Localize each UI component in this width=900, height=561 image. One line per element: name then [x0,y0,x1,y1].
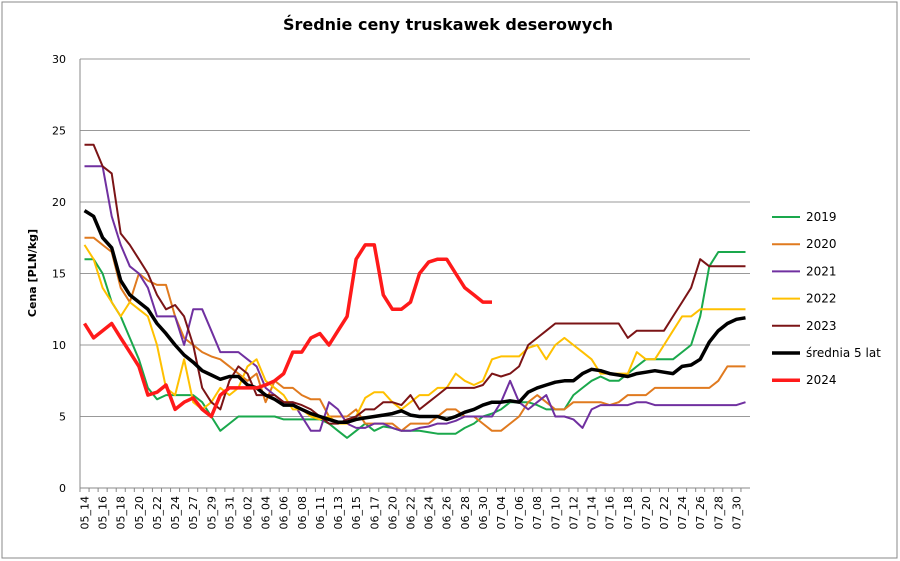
x-tick-label: 05_24 [169,496,182,530]
x-tick-label: 05_20 [133,496,146,530]
x-tick-label: 07_10 [549,496,562,530]
x-tick-label: 07_18 [622,496,635,530]
x-tick-label: 05_27 [187,496,200,530]
y-tick-label: 30 [52,53,66,66]
x-tick-label: 07_28 [712,496,725,530]
x-tick-label: 07_16 [604,496,617,530]
series-line [84,165,746,432]
y-tick-label: 20 [52,196,66,209]
x-tick-label: 06_28 [459,496,472,530]
x-tick-label: 05_29 [205,496,218,530]
x-tick-label: 06_08 [296,496,309,530]
x-tick-label: 06_06 [278,496,291,530]
legend-label: 2020 [806,237,837,251]
x-tick-label: 06_15 [350,496,363,530]
y-tick-label: 25 [52,125,66,138]
series-line [84,236,746,432]
x-tick-label: 06_24 [423,496,436,530]
x-tick-label: 07_14 [586,496,599,530]
series-line [83,244,746,425]
legend-label: średnia 5 lat [806,346,881,360]
legend-label: 2023 [806,319,837,333]
x-tick-label: 05_14 [79,496,92,530]
x-tick-label: 07_12 [567,496,580,530]
x-tick-label: 06_20 [386,496,399,530]
x-tick-label: 06_26 [441,496,454,530]
x-tick-label: 07_22 [658,496,671,530]
x-tick-label: 06_02 [242,496,255,530]
x-tick-label: 05_22 [151,496,164,530]
legend-label: 2019 [806,210,837,224]
x-tick-label: 05_16 [97,496,110,530]
x-tick-label: 06_04 [260,496,273,530]
series-line [84,143,746,425]
y-tick-label: 0 [59,482,66,495]
x-tick-label: 07_26 [694,496,707,530]
x-tick-label: 07_24 [676,496,689,530]
y-tick-label: 10 [52,339,66,352]
x-tick-label: 06_30 [477,496,490,530]
x-tick-label: 06_17 [368,496,381,530]
series-line [84,251,746,439]
legend-label: 2022 [806,292,837,306]
chart-title: Średnie ceny truskawek deserowych [283,15,613,34]
y-tick-label: 15 [52,268,66,281]
series-line [83,243,492,419]
x-tick-label: 05_31 [223,496,236,530]
x-tick-label: 07_20 [640,496,653,530]
x-tick-label: 07_04 [495,496,508,530]
legend-label: 2024 [806,373,837,387]
y-axis-label: Cena [PLN/kg] [26,229,39,317]
y-tick-label: 5 [59,411,66,424]
x-tick-label: 06_13 [332,496,345,530]
x-tick-label: 06_22 [404,496,417,530]
legend-label: 2021 [806,264,837,278]
x-tick-label: 05_18 [115,496,128,530]
x-tick-label: 07_30 [730,496,743,530]
x-tick-label: 06_11 [314,496,327,530]
x-tick-label: 07_06 [513,496,526,530]
series-line [83,209,746,424]
x-tick-label: 07_08 [531,496,544,530]
